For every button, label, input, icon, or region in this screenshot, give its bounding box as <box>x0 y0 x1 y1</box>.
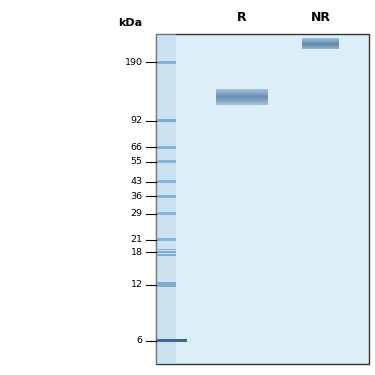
Bar <box>156 146 176 149</box>
Text: 21: 21 <box>130 235 142 244</box>
Text: 18: 18 <box>130 248 142 256</box>
Bar <box>156 212 176 215</box>
Bar <box>302 42 339 43</box>
Bar <box>216 103 268 104</box>
Bar <box>216 104 268 105</box>
Text: 36: 36 <box>130 192 142 201</box>
Bar <box>156 251 176 253</box>
Bar <box>156 249 176 250</box>
Text: 43: 43 <box>130 177 142 186</box>
Bar <box>216 95 268 96</box>
Bar <box>302 47 339 48</box>
Bar <box>216 91 268 92</box>
Bar <box>156 180 176 183</box>
Bar <box>156 286 176 288</box>
Text: R: R <box>237 11 247 24</box>
Bar <box>156 284 176 286</box>
Bar <box>216 97 268 98</box>
Bar <box>216 100 268 101</box>
Text: NR: NR <box>310 11 331 24</box>
Bar <box>156 195 176 198</box>
Bar <box>216 92 268 93</box>
Bar <box>156 119 176 122</box>
Bar <box>216 98 268 99</box>
Bar <box>216 101 268 102</box>
Bar <box>156 254 176 255</box>
Text: 12: 12 <box>130 280 142 289</box>
Bar <box>216 99 268 100</box>
Bar <box>302 44 339 45</box>
Bar <box>302 38 339 39</box>
Bar <box>216 93 268 94</box>
Bar <box>302 46 339 47</box>
Bar <box>156 339 187 342</box>
Text: 6: 6 <box>136 336 142 345</box>
Bar <box>216 90 268 91</box>
Text: 29: 29 <box>130 209 142 218</box>
Bar <box>302 48 339 49</box>
Bar <box>302 40 339 41</box>
Bar <box>302 39 339 40</box>
Bar <box>216 89 268 90</box>
Bar <box>302 45 339 46</box>
Bar <box>302 41 339 42</box>
Bar <box>156 160 176 164</box>
Bar <box>156 61 176 64</box>
Text: 190: 190 <box>124 58 142 67</box>
Text: 92: 92 <box>130 116 142 125</box>
Bar <box>216 102 268 103</box>
Text: kDa: kDa <box>118 18 142 28</box>
Text: 66: 66 <box>130 143 142 152</box>
Bar <box>156 282 176 284</box>
Bar <box>156 238 176 241</box>
Bar <box>156 34 369 364</box>
Bar <box>302 43 339 44</box>
Bar <box>156 34 176 364</box>
Bar <box>216 96 268 97</box>
Bar <box>302 49 339 50</box>
Text: 55: 55 <box>130 158 142 166</box>
